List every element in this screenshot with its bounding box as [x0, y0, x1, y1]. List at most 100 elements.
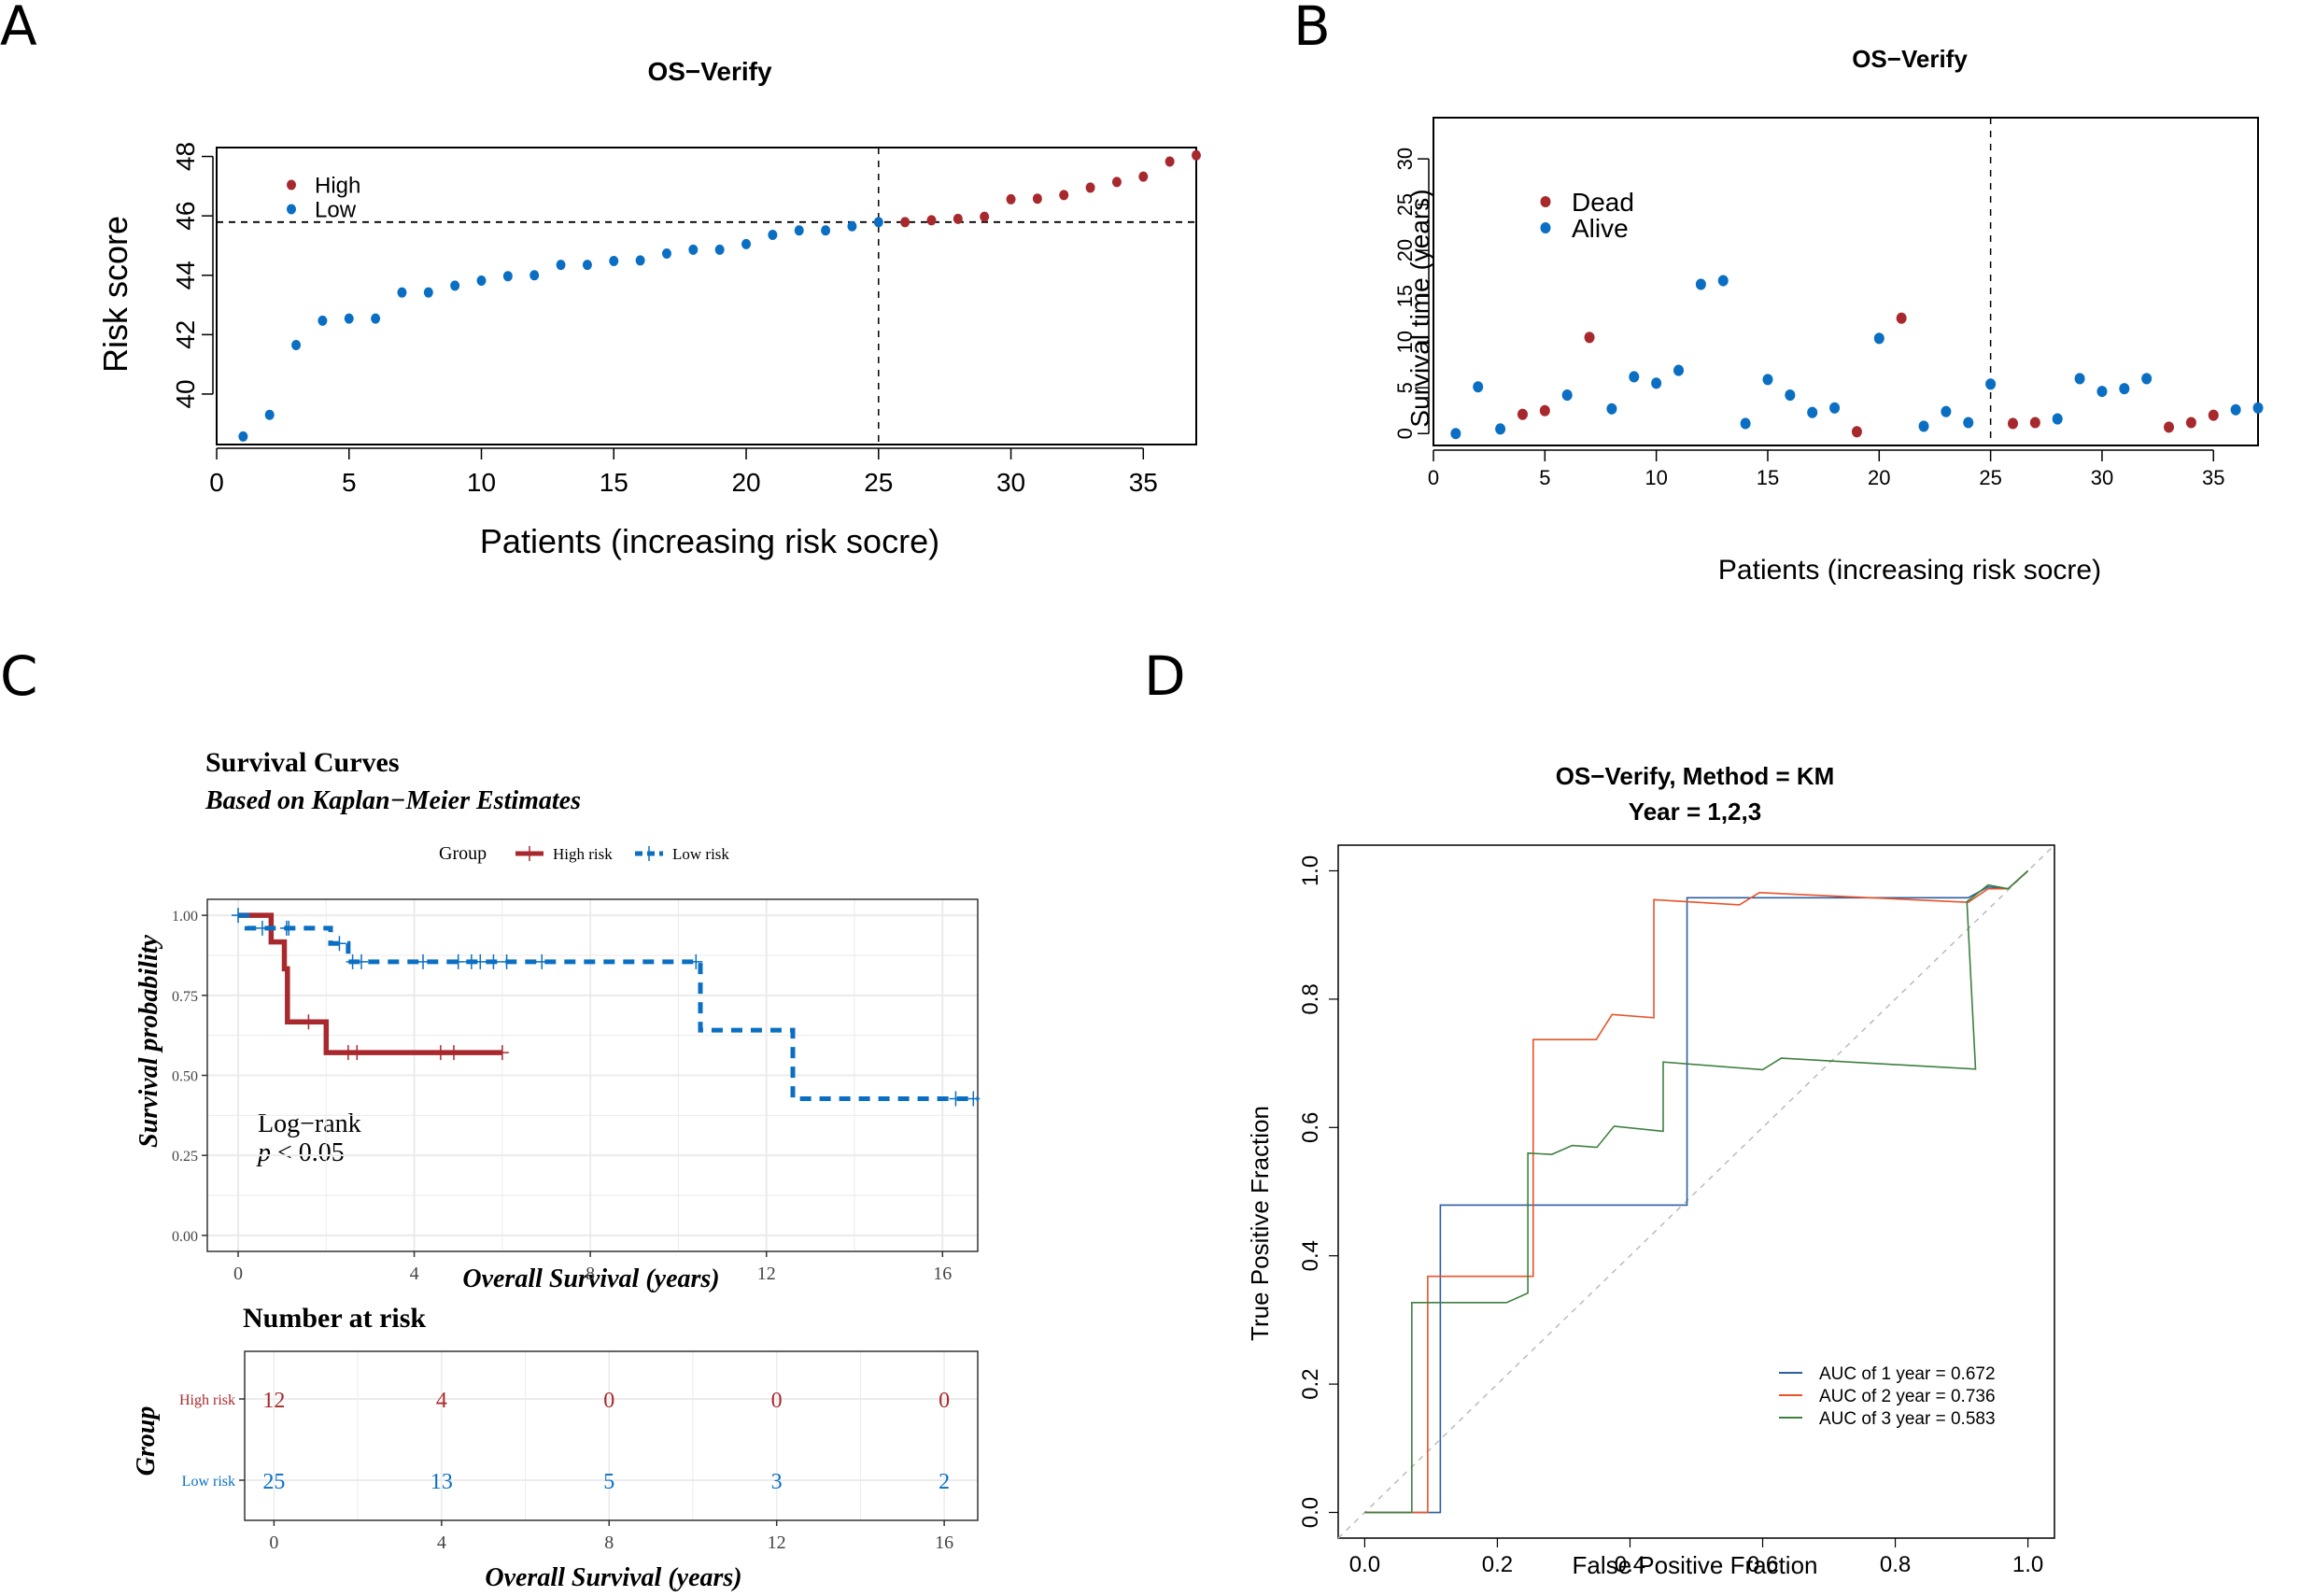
y-tick-label: 42	[171, 320, 200, 349]
chart-b-title: OS−Verify	[1852, 45, 1968, 73]
km-survival-chart: Survival Curves Based on Kaplan−Meier Es…	[132, 747, 981, 1592]
chart-d-subtitle: Year = 1,2,3	[1629, 798, 1761, 826]
data-point	[344, 313, 354, 324]
censor-mark	[967, 1091, 981, 1107]
y-tick-label: 0.0	[1298, 1497, 1323, 1528]
data-point	[1873, 332, 1884, 345]
data-point	[582, 260, 592, 271]
x-tick-label: 16	[933, 1264, 952, 1284]
data-point	[1829, 402, 1841, 414]
x-tick-label: 1.0	[2012, 1552, 2043, 1577]
risk-row-label: High risk	[179, 1392, 235, 1408]
data-point	[714, 244, 725, 255]
x-tick-label: 0	[1428, 466, 1439, 489]
plot-frame	[216, 147, 1197, 445]
data-point	[900, 217, 910, 228]
chart-d-xlabel: False Positive Fraction	[1573, 1551, 1818, 1579]
risk-x-tick-label: 0	[269, 1532, 278, 1553]
data-point	[1561, 389, 1573, 402]
x-tick-label: 30	[996, 468, 1025, 497]
data-point	[953, 213, 963, 224]
data-point	[794, 225, 804, 236]
censor-mark	[355, 953, 368, 969]
risk-score-chart: OS−Verify Patients (increasing risk socr…	[96, 57, 1201, 560]
chart-d-ylabel: True Positive Fraction	[1246, 1106, 1274, 1341]
x-tick-label: 0.8	[1880, 1552, 1911, 1577]
x-tick-label: 0.2	[1482, 1552, 1513, 1577]
x-tick-label: 15	[600, 468, 628, 497]
data-point	[556, 260, 566, 271]
data-point	[1165, 156, 1175, 167]
x-tick-label: 10	[1644, 466, 1667, 489]
y-tick-label: 0.4	[1298, 1240, 1323, 1271]
legend-marker-high	[287, 179, 296, 191]
y-tick-label: 25	[1393, 193, 1417, 216]
y-tick-label: 1.0	[1298, 855, 1323, 886]
roc-curve-year-3	[1364, 869, 2029, 1514]
data-point	[2141, 373, 2153, 385]
data-point	[609, 255, 619, 266]
x-tick-label: 10	[467, 468, 496, 497]
data-point	[2096, 386, 2108, 398]
risk-count: 25	[262, 1470, 285, 1494]
risk-count: 2	[939, 1470, 950, 1494]
data-point	[635, 255, 645, 266]
risk-count: 5	[603, 1470, 614, 1494]
data-point	[2252, 402, 2264, 414]
chart-c-legend-title: Group	[439, 843, 487, 864]
risk-count: 0	[939, 1389, 950, 1413]
x-tick-label: 5	[342, 468, 357, 497]
plot-frame	[1433, 117, 2259, 446]
data-point	[1673, 364, 1685, 376]
censor-mark	[689, 953, 703, 969]
data-point	[1651, 377, 1662, 389]
data-point	[980, 211, 990, 222]
data-point	[1717, 275, 1729, 287]
panel-label-b: B	[1293, 0, 1331, 58]
legend-label-year-3: AUC of 3 year = 0.583	[1819, 1409, 1996, 1429]
risk-table-xlabel: Overall Survival (years)	[485, 1563, 741, 1592]
risk-table-ylabel: Group	[132, 1406, 161, 1476]
legend-label-year-1: AUC of 1 year = 0.672	[1819, 1364, 1996, 1384]
data-point	[2029, 417, 2040, 429]
risk-count: 12	[262, 1389, 285, 1413]
censor-mark	[255, 920, 269, 936]
data-point	[1985, 378, 1997, 390]
chart-a-title: OS−Verify	[647, 57, 772, 86]
data-point	[2164, 421, 2175, 433]
data-point	[264, 409, 275, 420]
legend-label-dead: Dead	[1572, 188, 1634, 217]
legend-marker-dead	[1540, 195, 1551, 208]
data-point	[1963, 417, 1974, 429]
y-tick-label: 5	[1393, 382, 1417, 393]
data-point	[318, 315, 328, 326]
chart-d-plot: 0.0 0.2 0.4 0.6 0.8 1.0 0.0 0.2 0.4 0.6 0.8 1.0 AUC …	[1298, 844, 2055, 1577]
legend-label-year-2: AUC of 2 year = 0.736	[1819, 1387, 1996, 1406]
chart-d-title: OS−Verify, Method = KM	[1556, 762, 1835, 790]
censor-mark	[487, 953, 501, 969]
data-point	[1517, 408, 1528, 420]
data-point	[2052, 413, 2063, 425]
censor-mark	[332, 936, 346, 952]
legend-label-high: High	[315, 173, 360, 198]
data-point	[1111, 177, 1122, 188]
censor-mark	[500, 953, 514, 969]
legend-label-high-risk: High risk	[553, 845, 613, 863]
data-point	[2007, 417, 2018, 430]
risk-x-tick-label: 16	[935, 1532, 953, 1553]
data-point	[1896, 312, 1907, 324]
data-point	[1584, 332, 1595, 344]
data-point	[926, 215, 937, 226]
risk-table-frame	[244, 1350, 979, 1521]
data-point	[768, 229, 778, 240]
data-point	[1032, 193, 1042, 205]
x-tick-label: 4	[410, 1264, 419, 1284]
data-point	[661, 248, 671, 260]
chart-c-xlabel: Overall Survival (years)	[462, 1264, 719, 1293]
censor-mark	[447, 1045, 460, 1061]
x-tick-label: 20	[731, 468, 760, 497]
censor-mark	[451, 953, 465, 969]
x-tick-label: 30	[2091, 466, 2113, 489]
